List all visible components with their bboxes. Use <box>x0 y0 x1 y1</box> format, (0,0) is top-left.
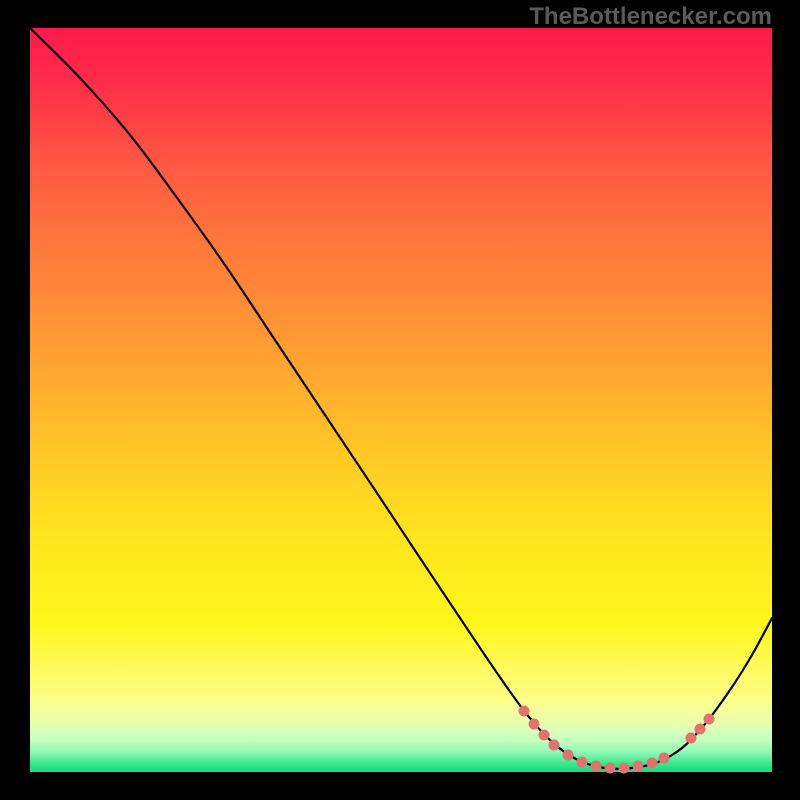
watermark-text: TheBottlenecker.com <box>529 3 772 31</box>
figure-canvas: TheBottlenecker.com <box>0 0 800 800</box>
plot-gradient-area <box>30 28 772 772</box>
